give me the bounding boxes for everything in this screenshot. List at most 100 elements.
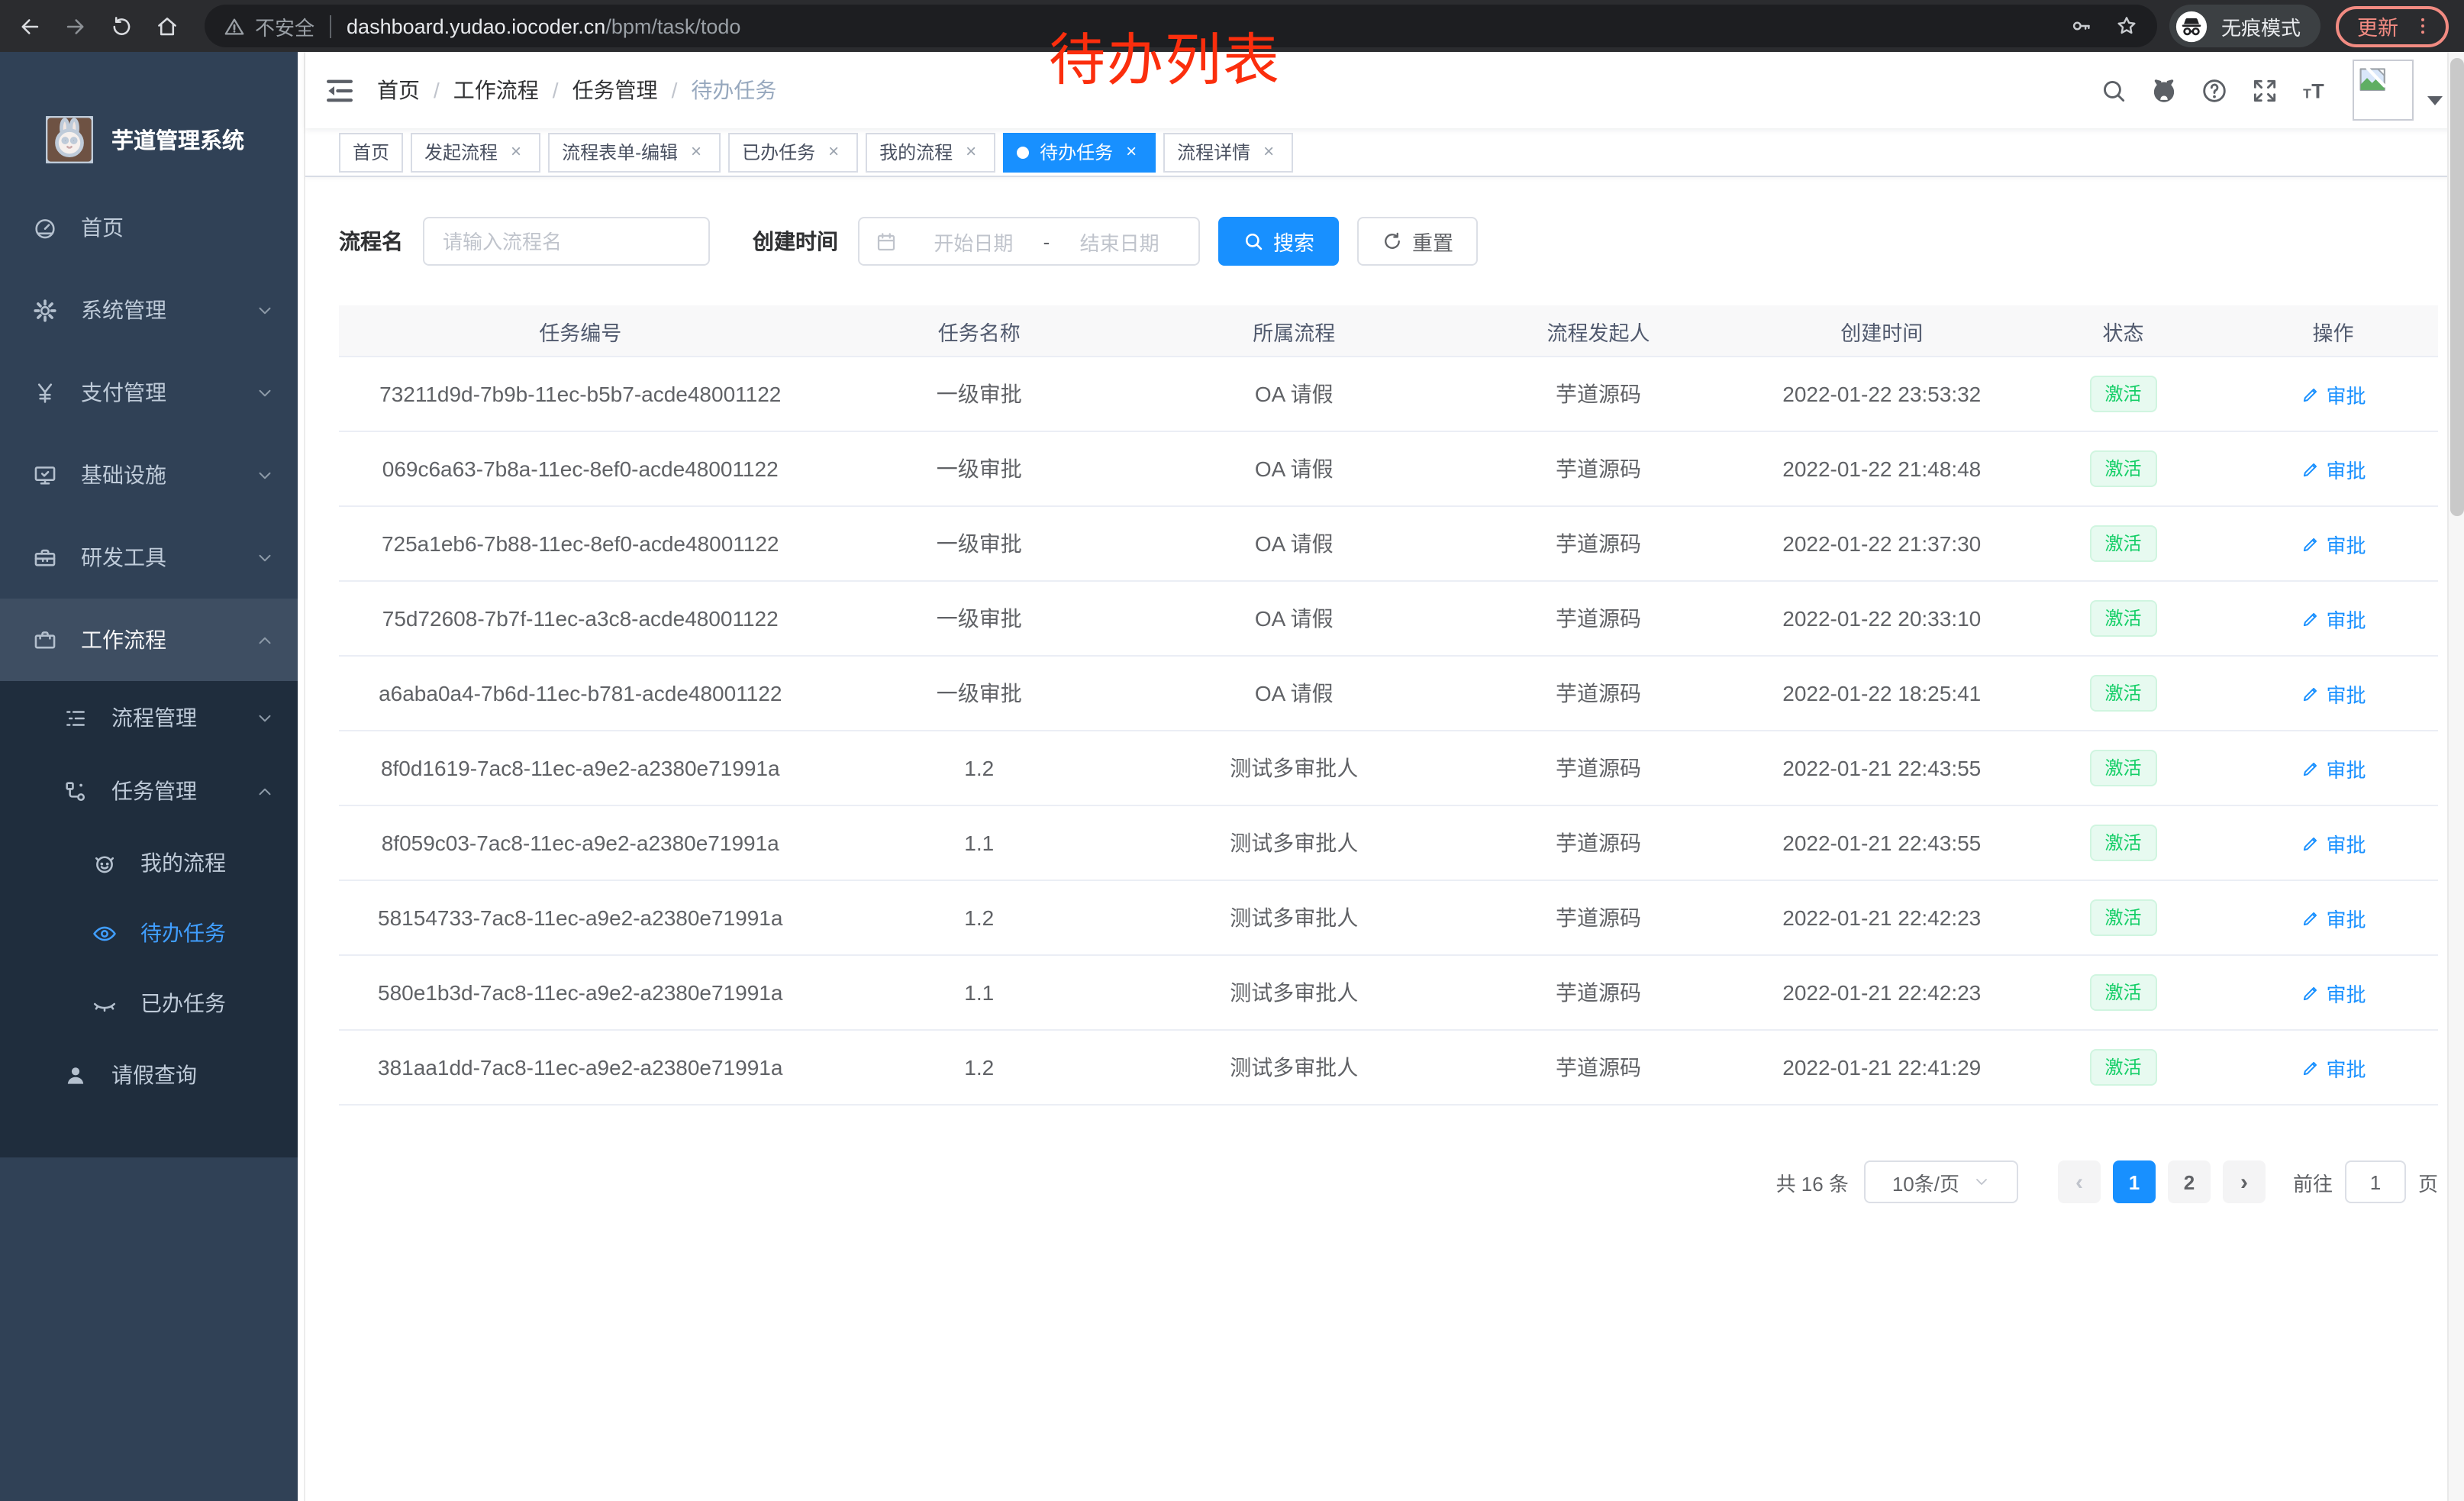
sidebar-item-task-management[interactable]: 任务管理 xyxy=(0,754,298,828)
tab-todo-tasks[interactable]: 待办任务 × xyxy=(1003,132,1156,172)
approve-link[interactable]: 审批 xyxy=(2300,604,2366,633)
svg-text:T: T xyxy=(2302,86,2311,101)
bookmark-star-icon[interactable] xyxy=(2114,14,2139,38)
start-date-placeholder: 开始日期 xyxy=(934,231,1014,254)
scrollbar-thumb[interactable] xyxy=(2450,58,2464,516)
sidebar-item-payment[interactable]: 支付管理 xyxy=(0,351,298,434)
close-icon[interactable]: × xyxy=(828,140,840,161)
eye-closed-icon xyxy=(92,990,118,1016)
page-button-1[interactable]: 1 xyxy=(2112,1160,2156,1203)
process-name-input[interactable] xyxy=(423,217,710,266)
page-button-2[interactable]: 2 xyxy=(2167,1160,2211,1203)
browser-reload-button[interactable] xyxy=(101,6,140,46)
avatar-dropdown-caret-icon[interactable] xyxy=(2427,96,2443,105)
browser-menu-dots-icon[interactable] xyxy=(2412,15,2433,37)
tab-done-tasks[interactable]: 已办任务 × xyxy=(728,132,859,172)
sidebar-item-home[interactable]: 首页 xyxy=(0,186,298,269)
table-row: 75d72608-7b7f-11ec-a3c8-acde48001122 一级审… xyxy=(339,582,2438,657)
collapse-sidebar-icon[interactable] xyxy=(324,74,356,106)
sidebar-item-todo-tasks[interactable]: 待办任务 xyxy=(0,898,298,968)
tab-home[interactable]: 首页 xyxy=(339,132,404,172)
approve-link[interactable]: 审批 xyxy=(2300,529,2366,558)
goto-suffix: 页 xyxy=(2417,1172,2438,1195)
sidebar-item-dev-tools[interactable]: 研发工具 xyxy=(0,516,298,599)
breadcrumb-home[interactable]: 首页 xyxy=(377,78,420,102)
sidebar-item-system[interactable]: 系统管理 xyxy=(0,269,298,351)
status-badge: 激活 xyxy=(2089,974,2157,1011)
approve-link[interactable]: 审批 xyxy=(2300,754,2366,783)
forward-icon xyxy=(62,13,88,39)
approve-link[interactable]: 审批 xyxy=(2300,828,2366,857)
edit-pencil-icon xyxy=(2300,758,2320,778)
edit-pencil-icon xyxy=(2300,833,2320,853)
approve-link[interactable]: 审批 xyxy=(2300,978,2366,1007)
breadcrumb-workflow[interactable]: 工作流程 xyxy=(453,78,539,102)
approve-link[interactable]: 审批 xyxy=(2300,454,2366,483)
approve-link[interactable]: 审批 xyxy=(2300,1053,2366,1082)
browser-home-button[interactable] xyxy=(147,6,186,46)
dashboard-icon xyxy=(32,215,58,240)
address-bar[interactable]: 不安全 dashboard.yudao.iocoder.cn/bpm/task/… xyxy=(205,5,2157,47)
incognito-label: 无痕模式 xyxy=(2221,16,2301,39)
home-icon xyxy=(153,13,179,39)
next-page-button[interactable]: › xyxy=(2222,1160,2266,1203)
close-icon[interactable]: × xyxy=(511,140,522,161)
tab-my-process[interactable]: 我的流程 × xyxy=(866,132,996,172)
goto-label: 前往 xyxy=(2292,1172,2333,1195)
filter-form: 流程名 创建时间 开始日期 - 结束日期 搜索 xyxy=(339,217,2438,266)
eye-icon xyxy=(92,920,118,946)
back-icon xyxy=(16,13,42,39)
goto-page-input[interactable] xyxy=(2344,1160,2406,1203)
tab-start-process[interactable]: 发起流程 × xyxy=(411,132,541,172)
close-icon[interactable]: × xyxy=(1263,140,1275,161)
app-logo[interactable]: 芋道管理系统 xyxy=(0,52,298,186)
approve-link[interactable]: 审批 xyxy=(2300,379,2366,408)
refresh-icon xyxy=(1382,231,1403,252)
close-icon[interactable]: × xyxy=(1126,140,1137,161)
briefcase-icon xyxy=(32,627,58,653)
tab-process-form-edit[interactable]: 流程表单-编辑 × xyxy=(548,132,721,172)
fullscreen-button[interactable] xyxy=(2241,67,2287,113)
sidebar-item-workflow[interactable]: 工作流程 xyxy=(0,599,298,681)
breadcrumb: 首页 / 工作流程 / 任务管理 / 待办任务 xyxy=(377,75,776,105)
edit-pencil-icon xyxy=(2300,459,2320,479)
search-button[interactable]: 搜索 xyxy=(1218,217,1339,266)
breadcrumb-task-management[interactable]: 任务管理 xyxy=(572,78,658,102)
sidebar-item-my-process[interactable]: 我的流程 xyxy=(0,828,298,898)
approve-link[interactable]: 审批 xyxy=(2300,903,2366,932)
prev-page-button[interactable]: ‹ xyxy=(2057,1160,2101,1203)
browser-forward-button[interactable] xyxy=(55,6,95,46)
sidebar-item-done-tasks[interactable]: 已办任务 xyxy=(0,968,298,1038)
close-icon[interactable]: × xyxy=(966,140,977,161)
browser-toolbar: 不安全 dashboard.yudao.iocoder.cn/bpm/task/… xyxy=(0,0,2464,52)
browser-back-button[interactable] xyxy=(9,6,49,46)
user-avatar[interactable] xyxy=(2353,60,2414,121)
column-header-status: 状态 xyxy=(2102,321,2144,344)
help-button[interactable] xyxy=(2191,67,2237,113)
edit-pencil-icon xyxy=(2300,1057,2320,1077)
sidebar-item-leave-query[interactable]: 请假查询 xyxy=(0,1038,298,1112)
yen-icon xyxy=(32,379,58,405)
page-size-select[interactable]: 10条/页 xyxy=(1863,1160,2018,1203)
reset-button[interactable]: 重置 xyxy=(1357,217,1478,266)
github-button[interactable] xyxy=(2140,67,2186,113)
chevron-down-icon xyxy=(255,383,275,402)
sidebar-item-infrastructure[interactable]: 基础设施 xyxy=(0,434,298,516)
edit-pencil-icon xyxy=(2300,983,2320,1002)
edit-pencil-icon xyxy=(2300,384,2320,404)
close-icon[interactable]: × xyxy=(691,140,702,161)
logo-rabbit-avatar xyxy=(46,115,93,163)
tab-process-detail[interactable]: 流程详情 × xyxy=(1163,132,1294,172)
sidebar-item-process-management[interactable]: 流程管理 xyxy=(0,681,298,754)
approve-link[interactable]: 审批 xyxy=(2300,679,2366,708)
sidebar-scrollbar[interactable] xyxy=(298,52,305,1501)
column-header-create-time: 创建时间 xyxy=(1840,321,1924,344)
page-scrollbar[interactable] xyxy=(2447,52,2464,1501)
header-search-button[interactable] xyxy=(2090,67,2136,113)
browser-update-button[interactable]: 更新 xyxy=(2336,5,2449,47)
status-badge: 激活 xyxy=(2089,750,2157,786)
key-icon[interactable] xyxy=(2069,14,2093,38)
svg-text:T: T xyxy=(2311,79,2324,102)
date-range-picker[interactable]: 开始日期 - 结束日期 xyxy=(858,217,1200,266)
